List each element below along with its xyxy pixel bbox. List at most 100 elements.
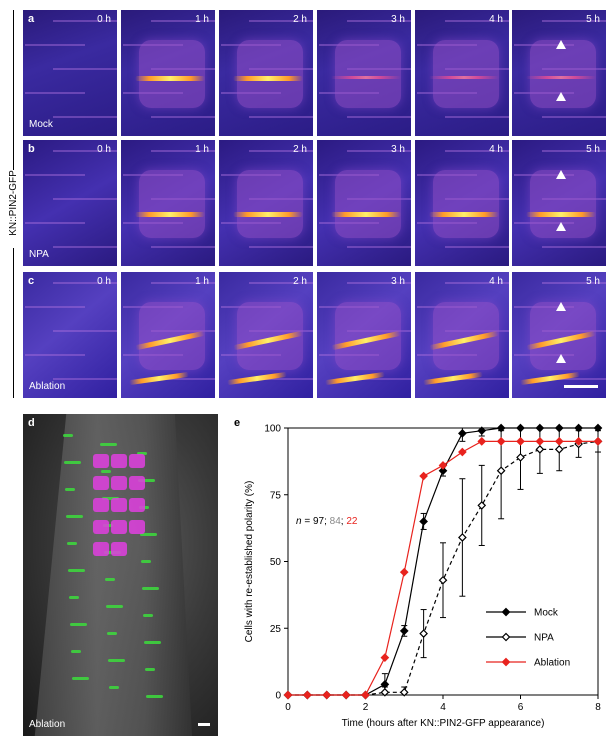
data-point-mock [458,428,467,438]
arrowhead-icon [556,222,566,231]
arrowhead-icon [556,40,566,49]
panel-letter-a: a [28,13,35,25]
time-label: 4 h [489,144,503,155]
annotation-n: n [296,516,302,527]
membrane-line [445,150,509,152]
data-point-ablation [303,690,312,700]
cell-body [433,40,499,108]
time-label: 3 h [391,144,405,155]
panel-letter-b: b [28,143,35,155]
membrane-line [25,174,85,176]
x-tick-label: 2 [363,702,369,713]
membrane-line [53,68,117,70]
cell-body [237,40,303,108]
side-label: KN::PIN2-GFP [8,170,19,236]
micrograph-b-0: 0 h b NPA [23,140,117,266]
gfp-streak [144,641,161,644]
gfp-streak [101,470,111,473]
membrane-line [542,150,606,152]
gfp-streak [143,614,153,617]
time-label: 5 h [586,276,600,287]
ablated-cell [93,498,109,512]
panel-d-scale-bar [198,723,210,726]
membrane-line [249,20,313,22]
time-label: 0 h [97,276,111,287]
membrane-line [347,116,411,118]
membrane-line [347,150,411,152]
membrane-line [151,20,215,22]
micrograph-b-1: 1 h [121,140,215,266]
pin2-streak [331,212,401,217]
time-label: 1 h [195,144,209,155]
membrane-line [347,282,411,284]
panel-d-label: Ablation [29,719,66,730]
legend-marker-ablation [501,657,511,667]
panel-letter-d: d [28,417,35,429]
cell-body [139,170,205,238]
membrane-line [347,246,411,248]
gfp-streak [145,668,155,671]
membrane-line [249,282,313,284]
data-point-npa [419,629,428,638]
arrowhead-icon [556,170,566,179]
time-label: 5 h [586,14,600,25]
membrane-line [542,116,606,118]
micrograph-a-3: 3 h [317,10,411,136]
data-point-ablation [458,447,467,457]
ablated-cell [93,454,109,468]
membrane-line [347,20,411,22]
y-tick-label: 0 [275,691,281,702]
data-point-npa [516,453,525,462]
gfp-streak [142,587,159,590]
data-point-ablation [477,437,487,446]
legend-marker-mock [501,607,511,617]
membrane-line [542,282,606,284]
membrane-line [53,282,117,284]
plot-area: 0 2 4 6 8 0 25 50 75 100 Mock NPA Ablation [264,424,603,713]
cell-body [237,170,303,238]
time-label: 2 h [293,276,307,287]
time-label: 0 h [97,14,111,25]
data-point-mock [399,626,409,636]
data-point-npa [399,687,409,697]
time-label: 3 h [391,14,405,25]
membrane-line [445,116,509,118]
membrane-line [53,150,117,152]
ablated-cell [93,542,109,556]
pin2-streak [331,76,401,79]
time-label: 0 h [97,144,111,155]
legend-label-mock: Mock [534,608,559,619]
membrane-line [151,116,215,118]
gfp-streak [137,452,147,455]
micrograph-a-4: 4 h [415,10,509,136]
data-point-ablation [380,653,390,662]
data-point-npa [477,501,487,510]
data-point-ablation [574,437,583,446]
annotation-mock: = 97; [304,516,329,527]
ablated-cell [129,498,145,512]
membrane-line [151,246,215,248]
data-point-ablation [419,471,428,481]
ablated-cell [129,476,145,490]
gfp-streak [63,434,73,437]
gfp-streak [140,533,157,536]
membrane-line [249,378,313,380]
treatment-label: Ablation [29,381,66,392]
pin2-streak [526,76,596,79]
gfp-streak [106,605,123,608]
ablated-cell [111,542,127,556]
gfp-streak [72,677,89,680]
legend-marker-npa [501,632,511,642]
ablated-cell [93,476,109,490]
data-point-mock [438,466,448,476]
arrowhead-icon [556,302,566,311]
cell-body [433,170,499,238]
treatment-label: Mock [29,119,53,130]
data-point-npa [554,445,564,454]
membrane-line [445,246,509,248]
x-tick-label: 0 [285,702,291,713]
scale-bar [564,385,598,388]
ablated-cell [129,520,145,534]
y-tick-label: 25 [270,624,282,635]
micrograph-c-1: 1 h [121,272,215,398]
